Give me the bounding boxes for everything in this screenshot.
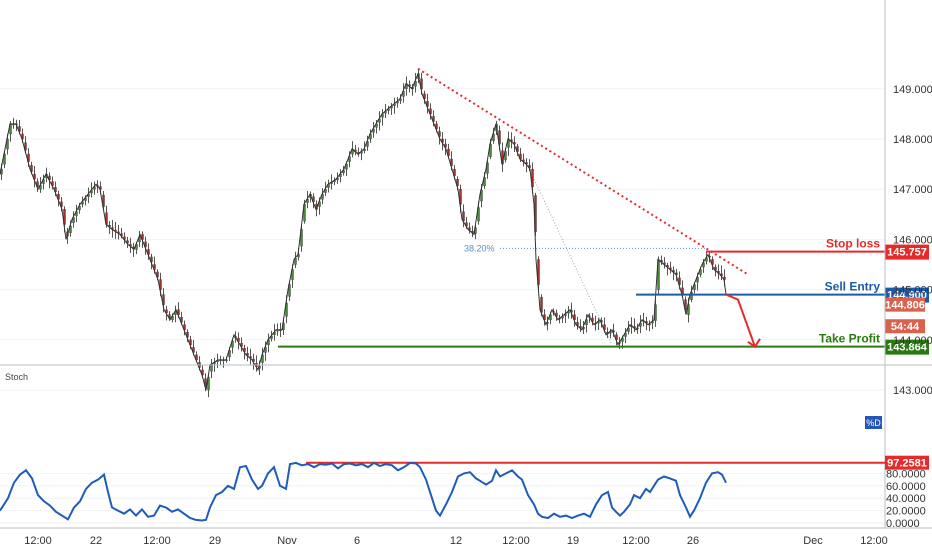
level-price-tag (885, 244, 929, 260)
stoch-level-label: 97.2581 (887, 458, 927, 470)
candle-body (462, 211, 465, 222)
time-tick-label: Dec (803, 535, 823, 547)
time-tick-label: Nov (277, 535, 297, 547)
projection-arrow (725, 293, 756, 348)
time-tick-label: 12:00 (143, 535, 171, 547)
time-tick-label: 12 (450, 535, 462, 547)
stoch-tick-label: 20.0000 (886, 506, 926, 518)
fib-drawing-line (533, 178, 613, 346)
candle-body (537, 259, 540, 285)
projection-arrowhead (747, 338, 761, 349)
stoch-legend-label: %D (866, 418, 881, 428)
level-name: Take Profit (819, 332, 880, 346)
price-tick-label: 147.000 (893, 184, 932, 196)
stoch-legend-tag: %D (865, 416, 882, 429)
price-tick-label: 145.000 (893, 285, 932, 297)
stoch-tick-label: 80.0000 (886, 468, 926, 480)
stoch-axis[interactable]: 0.000020.000040.000060.000080.000097.258… (885, 455, 929, 530)
stoch-tick-label: 40.0000 (886, 493, 926, 505)
stoch-tick-label: 60.0000 (886, 481, 926, 493)
level-price-label: 145.757 (887, 247, 927, 259)
price-tag-label: 144.806 (885, 300, 925, 312)
price-tag (885, 297, 925, 312)
time-tick-label: 12:00 (622, 535, 650, 547)
stoch-title: Stoch (5, 372, 28, 382)
time-tick-label: 6 (354, 535, 360, 547)
fib-level-label: 38.20% (464, 243, 495, 253)
level-name: Stop loss (826, 237, 880, 251)
time-tick-label: 19 (567, 535, 579, 547)
price-close-line (0, 71, 727, 391)
stoch-series-line (0, 461, 727, 522)
price-tick-label: 149.000 (893, 84, 932, 96)
price-tick-label: 146.000 (893, 234, 932, 246)
time-tick-label: 12:00 (860, 535, 888, 547)
time-tick-label: 12:00 (24, 535, 52, 547)
candle-body (540, 296, 543, 313)
stoch-tick-label: 0.0000 (886, 518, 920, 530)
price-tick-label: 148.000 (893, 134, 932, 146)
time-tick-label: 22 (90, 535, 102, 547)
time-tick-label: 12:00 (502, 535, 530, 547)
price-tick-label: 143.000 (893, 385, 932, 397)
time-tick-label: 29 (209, 535, 221, 547)
time-tick-label: 26 (687, 535, 699, 547)
price-tag-label: 54:44 (891, 321, 920, 333)
level-price-tag (885, 339, 929, 355)
level-price-label: 143.864 (887, 342, 928, 354)
price-tag (885, 319, 925, 334)
level-name: Sell Entry (825, 280, 881, 294)
stoch-level-tag (885, 455, 929, 470)
price-tick-label: 144.000 (893, 335, 932, 347)
price-axis[interactable]: 143.000 144.000 145.000 146.000 147.000 148.0… (893, 84, 932, 397)
time-axis[interactable]: 12:00 22 12:00 29 Nov 6 12 12:00 19 12:00 26 Dec 12:… (24, 535, 888, 547)
